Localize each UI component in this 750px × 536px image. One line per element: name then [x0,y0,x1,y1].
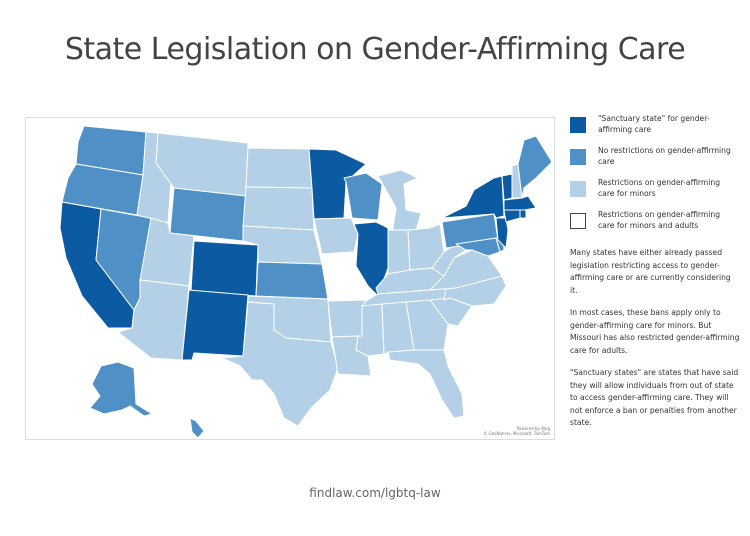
legend-swatch [570,149,586,165]
state-hi[interactable] [189,417,205,439]
state-nd[interactable] [245,147,313,189]
state-co[interactable] [190,240,259,297]
legend-label: Restrictions on gender-affirming care fo… [598,178,721,198]
state-ct[interactable] [503,209,521,223]
legend-label: No restrictions on gender-affirming care [598,146,731,166]
page-title: State Legislation on Gender-Affirming Ca… [64,32,686,67]
note-paragraph: Many states have either already passed l… [570,248,731,295]
map-credit-line: Powered by Bing [516,426,550,431]
state-ks[interactable] [255,261,329,300]
state-tx[interactable] [221,301,339,427]
state-mi[interactable] [377,169,422,235]
map-legend: "Sanctuary state" for gender-affirming c… [570,113,735,241]
legend-swatch [570,117,586,133]
state-ny[interactable] [441,175,505,219]
state-vt[interactable] [501,173,513,201]
note-paragraph: "Sanctuary states" are states that have … [570,368,739,427]
state-fl[interactable] [387,349,465,419]
state-in[interactable] [387,229,411,275]
legend-item-no-restrictions: No restrictions on gender-affirming care [570,145,735,176]
state-ga[interactable] [405,299,449,351]
legend-label: "Sanctuary state" for gender-affirming c… [598,114,710,134]
us-map-svg [59,125,553,439]
state-ri[interactable] [519,209,527,219]
state-ak[interactable] [89,361,153,417]
legend-swatch [570,213,586,229]
legend-label: Restrictions on gender-affirming care fo… [598,210,721,230]
state-ar[interactable] [327,299,367,338]
legend-swatch [570,181,586,197]
state-wy[interactable] [169,187,247,242]
state-ia[interactable] [313,217,359,255]
state-wi[interactable] [343,172,383,221]
state-mn[interactable] [308,148,367,220]
map-credit-line: © GeoNames, Microsoft, TomTom [483,431,550,436]
state-nc[interactable] [443,275,507,307]
map-credit: Powered by Bing © GeoNames, Microsoft, T… [483,426,550,436]
state-nj[interactable] [495,217,509,249]
state-nm[interactable] [181,289,249,361]
note-paragraph: In most cases, these bans apply only to … [570,308,740,355]
legend-item-sanctuary: "Sanctuary state" for gender-affirming c… [570,113,735,144]
notes-panel: Many states have either already passed l… [570,247,740,440]
state-sd[interactable] [242,186,315,231]
us-map: Powered by Bing © GeoNames, Microsoft, T… [25,117,555,440]
legend-item-minors: Restrictions on gender-affirming care fo… [570,177,735,208]
legend-item-minors-adults: Restrictions on gender-affirming care fo… [570,209,735,240]
footer-url: findlaw.com/lgbtq-law [309,486,441,500]
state-me[interactable] [517,135,553,199]
